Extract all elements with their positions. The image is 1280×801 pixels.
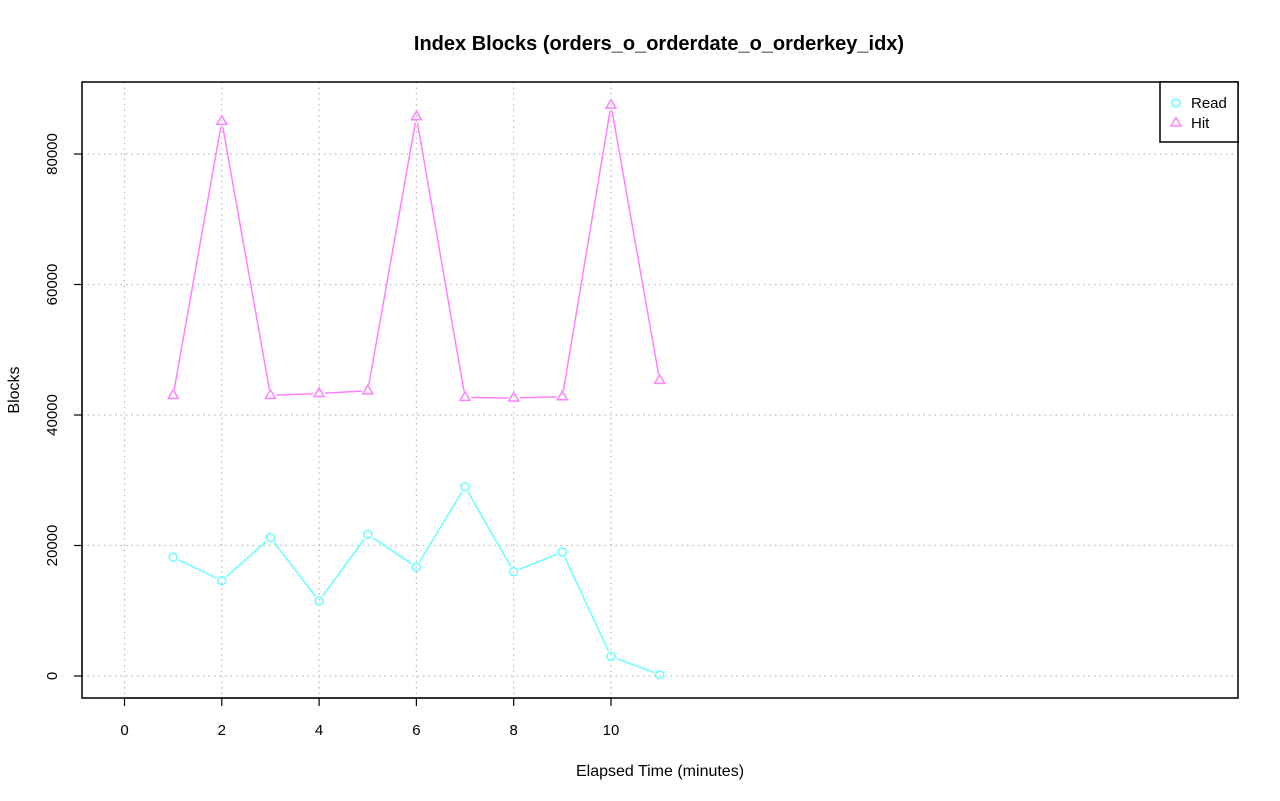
legend-read-marker (1171, 98, 1181, 108)
series-read (168, 482, 665, 680)
legend-hit-label: Hit (1191, 115, 1210, 132)
y-tick-label: 40000 (44, 394, 61, 436)
series-line-segment (173, 127, 222, 390)
data-point (264, 388, 277, 400)
data-point (556, 389, 569, 401)
x-tick-label: 2 (218, 722, 226, 739)
legend-box (1159, 81, 1239, 143)
legend-hit-marker (1169, 116, 1183, 127)
series-line-segment (418, 491, 463, 563)
series-hit (166, 98, 666, 402)
data-point (410, 109, 423, 121)
series-line-segment (416, 122, 465, 392)
series-line-segment (178, 559, 217, 579)
data-point (606, 651, 616, 662)
chart-title: Index Blocks (orders_o_orderdate_o_order… (414, 33, 904, 55)
data-point (460, 482, 470, 492)
data-point (168, 552, 178, 562)
data-point (265, 532, 276, 543)
plot-frame (81, 81, 1239, 699)
y-tick-label: 20000 (44, 525, 61, 567)
data-point (312, 386, 326, 398)
series-line-segment (225, 541, 267, 578)
grid-lines (82, 82, 1238, 698)
data-point (363, 529, 373, 540)
data-point (215, 114, 229, 126)
data-point (508, 566, 519, 577)
y-tick-label: 80000 (44, 133, 61, 175)
series-line-segment (325, 390, 362, 394)
series-line-segment (322, 538, 365, 597)
series-line-segment (222, 127, 271, 390)
series-line-segment (372, 537, 412, 565)
data-point (166, 388, 180, 400)
series-line-segment (519, 396, 557, 399)
data-point (557, 547, 568, 557)
data-point (314, 596, 324, 606)
legend: Read Hit (1159, 81, 1239, 143)
data-point (654, 669, 665, 680)
x-tick-label: 6 (412, 722, 420, 739)
series-line-segment (368, 122, 417, 386)
series-line-segment (273, 541, 317, 597)
series-group (166, 98, 666, 680)
series-line-segment (611, 110, 660, 375)
x-tick-label: 4 (315, 722, 323, 739)
data-point (458, 390, 472, 402)
series-line-segment (518, 553, 558, 571)
y-tick-label: 60000 (44, 264, 61, 306)
x-tick-label: 8 (510, 722, 518, 739)
x-axis-label: Elapsed Time (minutes) (576, 763, 744, 780)
series-line-segment (276, 392, 314, 396)
x-tick-label: 10 (603, 722, 620, 739)
y-tick-label: 0 (44, 672, 61, 680)
data-point (411, 562, 422, 572)
legend-read-label: Read (1191, 95, 1227, 112)
x-tick-label: 0 (120, 722, 128, 739)
data-point (217, 575, 227, 586)
y-axis: 0 20000 40000 60000 80000 (44, 133, 83, 680)
y-axis-label: Blocks (6, 366, 23, 413)
data-point (653, 373, 666, 385)
series-line-segment (562, 110, 611, 391)
data-point (507, 391, 521, 402)
series-line-segment (564, 557, 610, 652)
data-point (604, 98, 618, 109)
data-point (361, 383, 375, 395)
series-line-segment (616, 657, 655, 674)
series-line-segment (467, 491, 512, 567)
